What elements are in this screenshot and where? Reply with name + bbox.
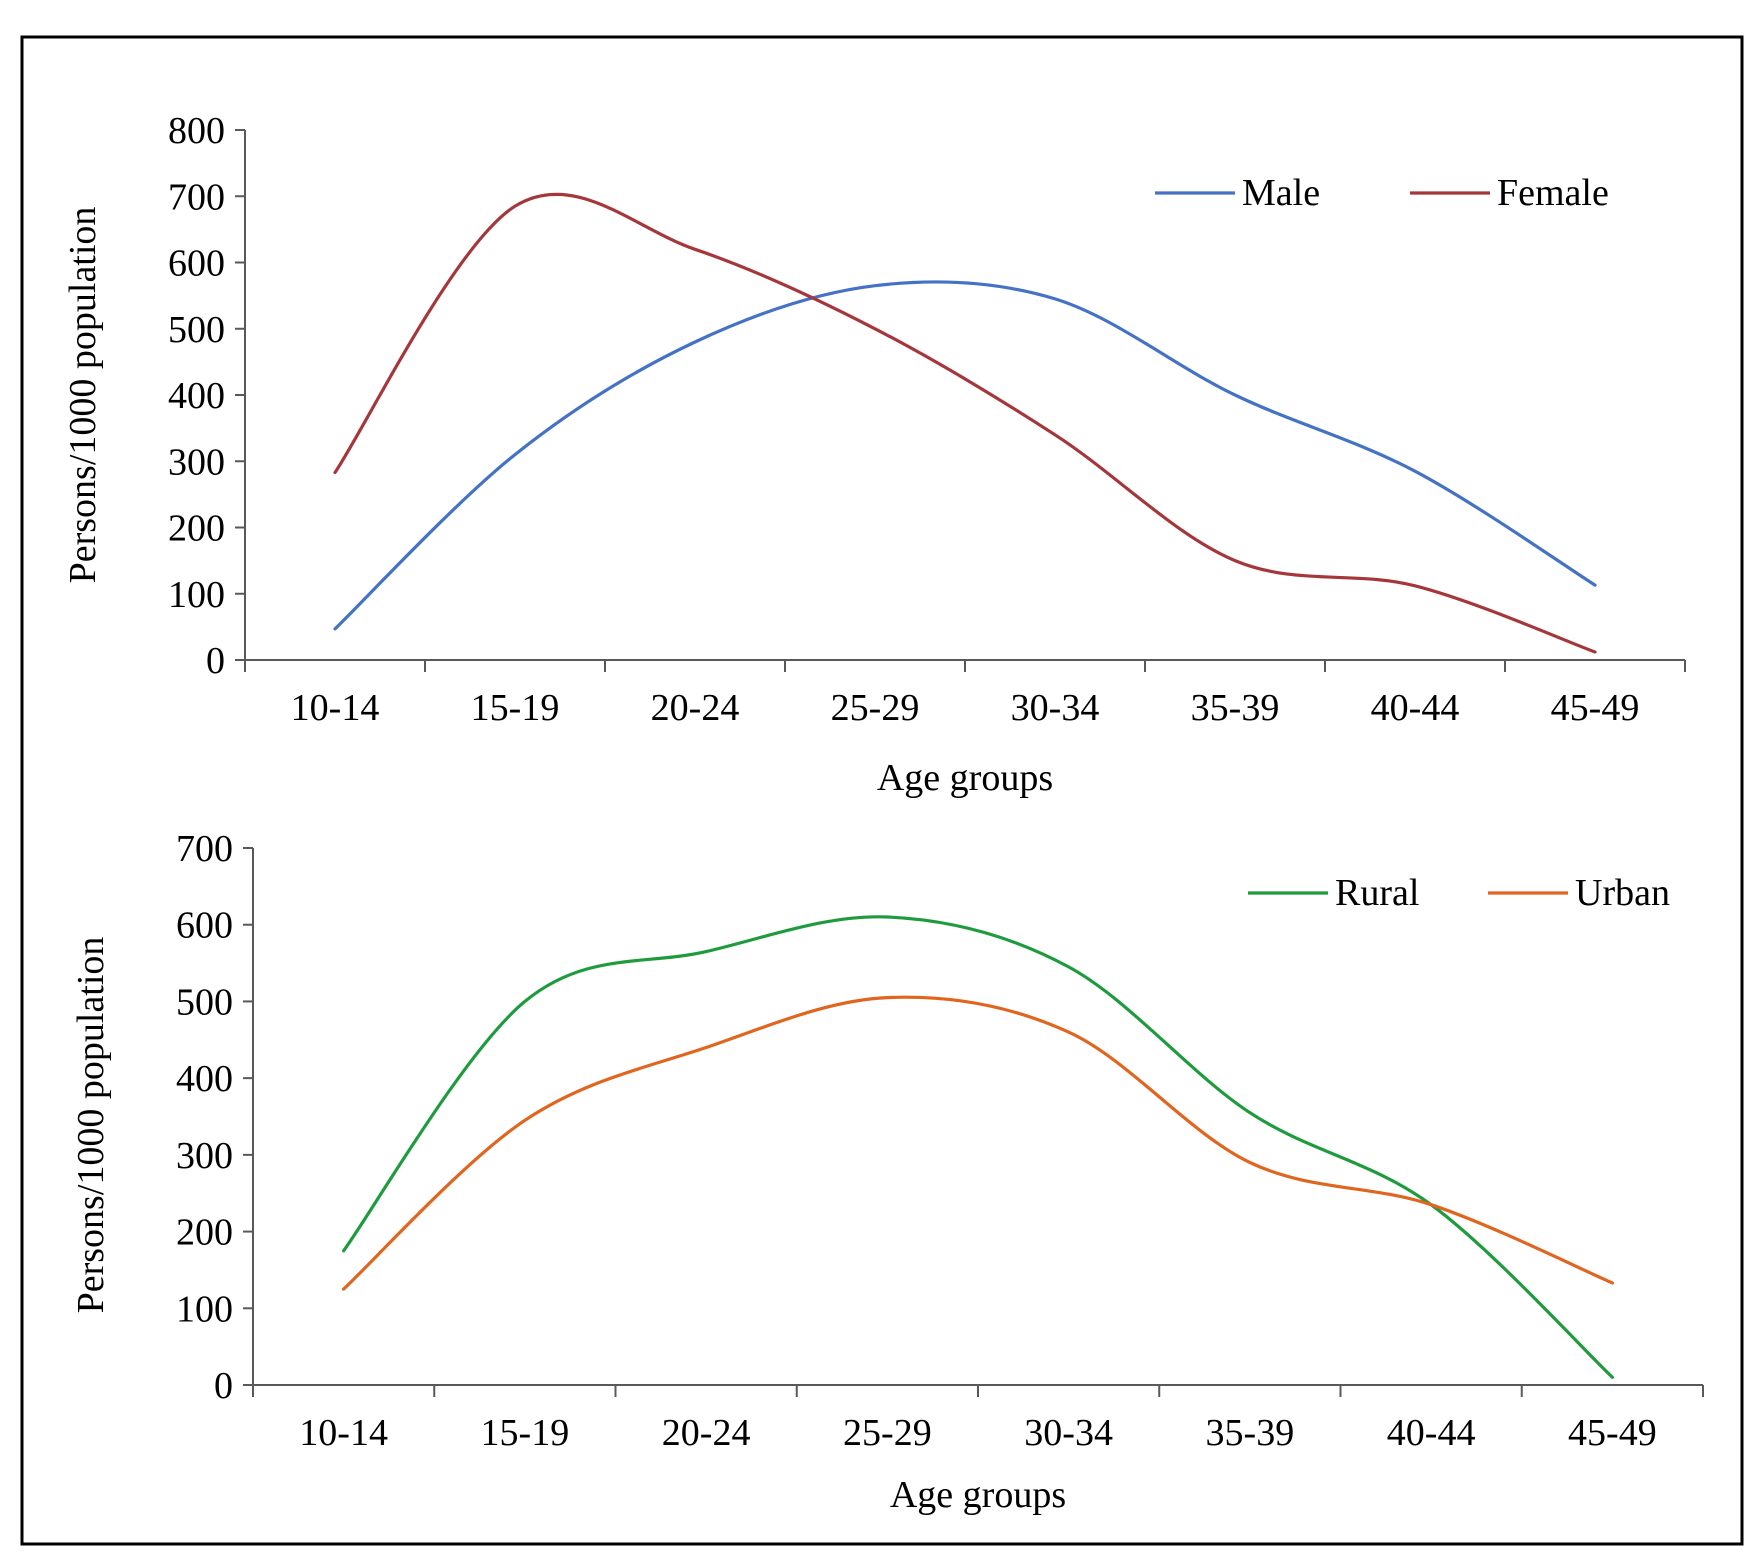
figure-frame xyxy=(20,35,1744,1546)
y-tick-label: 100 xyxy=(168,574,225,616)
y-tick-label: 200 xyxy=(168,508,225,550)
y-tick-label: 500 xyxy=(168,309,225,351)
x-tick-label: 45-49 xyxy=(1568,1412,1657,1454)
x-tick-label: 35-39 xyxy=(1206,1412,1295,1454)
x-tick-label: 30-34 xyxy=(1011,687,1100,729)
x-tick-label: 15-19 xyxy=(481,1412,570,1454)
series-line-male xyxy=(333,280,1597,631)
legend-label-female: Female xyxy=(1497,172,1609,214)
chart-gender: 0 100 200 300 400 500 600 700 800 10-14 15-19 20-24… xyxy=(62,110,1686,799)
series-line-urban xyxy=(342,995,1614,1291)
x-tick-label: 40-44 xyxy=(1371,687,1460,729)
legend-label-urban: Urban xyxy=(1575,872,1670,914)
x-tick-label: 30-34 xyxy=(1024,1412,1113,1454)
x-tick-label: 15-19 xyxy=(471,687,560,729)
x-tick-label: 10-14 xyxy=(291,687,380,729)
x-tick-label: 35-39 xyxy=(1191,687,1280,729)
x-tick-label: 45-49 xyxy=(1551,687,1640,729)
y-tick-label: 800 xyxy=(168,110,225,152)
y-tick-label: 0 xyxy=(206,640,225,682)
legend-label-rural: Rural xyxy=(1335,872,1419,914)
y-axis-title: Persons/1000 population xyxy=(62,207,104,584)
series-line-female xyxy=(333,192,1597,654)
series-line-rural xyxy=(342,915,1614,1379)
x-tick-label: 10-14 xyxy=(299,1412,388,1454)
x-tick-label: 25-29 xyxy=(843,1412,932,1454)
y-tick-label: 700 xyxy=(176,828,233,870)
y-tick-label: 200 xyxy=(176,1212,233,1254)
y-tick-label: 100 xyxy=(176,1288,233,1330)
y-tick-label: 300 xyxy=(168,441,225,483)
x-tick-label: 25-29 xyxy=(831,687,920,729)
y-tick-label: 600 xyxy=(168,243,225,285)
y-tick-label: 400 xyxy=(176,1058,233,1100)
y-tick-label: 300 xyxy=(176,1135,233,1177)
y-axis-title: Persons/1000 population xyxy=(70,937,112,1314)
y-tick-label: 700 xyxy=(168,176,225,218)
x-tick-label: 20-24 xyxy=(662,1412,751,1454)
y-tick-label: 600 xyxy=(176,905,233,947)
y-tick-label: 400 xyxy=(168,375,225,417)
y-tick-label: 500 xyxy=(176,981,233,1023)
legend-label-male: Male xyxy=(1242,172,1320,214)
chart-residence: 0 100 200 300 400 500 600 700 10-14 15-19 20-24 25-… xyxy=(70,828,1704,1516)
x-axis-title: Age groups xyxy=(890,1474,1066,1516)
x-tick-label: 40-44 xyxy=(1387,1412,1476,1454)
x-axis-title: Age groups xyxy=(877,757,1053,799)
y-tick-label: 0 xyxy=(214,1365,233,1407)
x-tick-label: 20-24 xyxy=(651,687,740,729)
